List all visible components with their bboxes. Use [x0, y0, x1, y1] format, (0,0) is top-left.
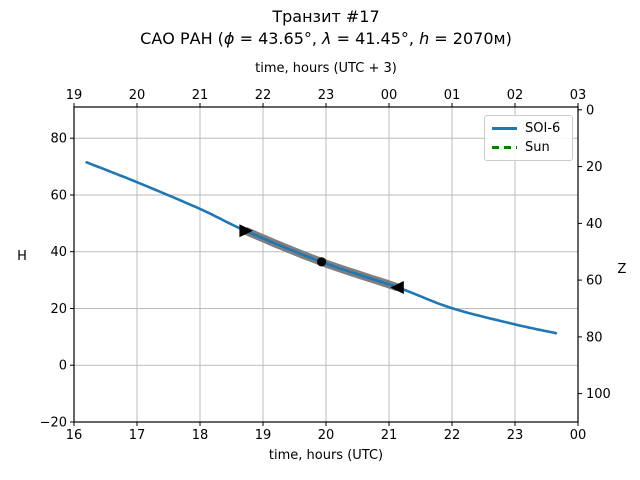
y-tick-label-left: 80 — [50, 132, 67, 147]
y-tick-label-left: −20 — [40, 416, 67, 431]
x-tick-label-bottom: 21 — [381, 428, 398, 443]
y-tick-label-right: 60 — [586, 274, 603, 289]
y-tick-label-right: 20 — [586, 160, 603, 175]
y-tick-label-left: 60 — [50, 189, 67, 204]
x-tick-label-top: 21 — [192, 88, 209, 103]
y-tick-label-left: 20 — [50, 302, 67, 317]
y-axis-right-label: Z — [617, 262, 627, 277]
x-tick-label-bottom: 17 — [129, 428, 146, 443]
x-tick-label-top: 19 — [66, 88, 83, 103]
x-tick-label-top: 01 — [444, 88, 461, 103]
legend-label-sun: Sun — [525, 139, 550, 155]
y-tick-label-right: 40 — [586, 217, 603, 232]
ingress-marker — [239, 224, 253, 238]
x-tick-label-bottom: 19 — [255, 428, 272, 443]
y-tick-label-left: 40 — [50, 245, 67, 260]
x-tick-label-bottom: 23 — [507, 428, 524, 443]
x-tick-label-bottom: 22 — [444, 428, 461, 443]
x-tick-label-top: 02 — [507, 88, 524, 103]
legend-item-soi6: SOI-6 — [492, 121, 565, 137]
legend-label-soi6: SOI-6 — [525, 120, 561, 136]
x-axis-top-label: time, hours (UTC + 3) — [255, 61, 397, 76]
egress-marker — [390, 281, 404, 294]
x-tick-label-bottom: 18 — [192, 428, 209, 443]
legend: SOI-6 Sun — [484, 115, 573, 161]
plot-subtitle: САО РАН (ϕ = 43.65°, λ = 41.45°, h = 207… — [140, 29, 512, 48]
x-tick-label-top: 22 — [255, 88, 272, 103]
transit-center-marker — [317, 257, 327, 267]
x-tick-label-top: 03 — [570, 88, 587, 103]
plot-title: Транзит #17 — [272, 7, 380, 26]
legend-item-sun: Sun — [492, 140, 565, 156]
x-tick-label-top: 23 — [318, 88, 335, 103]
legend-line-sample-soi6 — [492, 127, 517, 130]
x-tick-label-top: 00 — [381, 88, 398, 103]
x-tick-label-bottom: 00 — [570, 428, 587, 443]
x-axis-bottom-label: time, hours (UTC) — [268, 448, 384, 463]
x-tick-label-top: 20 — [129, 88, 146, 103]
x-tick-label-bottom: 20 — [318, 428, 335, 443]
y-tick-label-right: 80 — [586, 330, 603, 345]
x-tick-label-bottom: 16 — [66, 428, 83, 443]
soi6-line — [85, 161, 558, 335]
y-tick-label-right: 100 — [586, 387, 611, 402]
legend-line-sample-sun — [492, 146, 517, 149]
y-axis-left-label: H — [17, 249, 27, 264]
y-tick-label-right: 0 — [586, 103, 594, 118]
y-tick-label-left: 0 — [59, 359, 67, 374]
